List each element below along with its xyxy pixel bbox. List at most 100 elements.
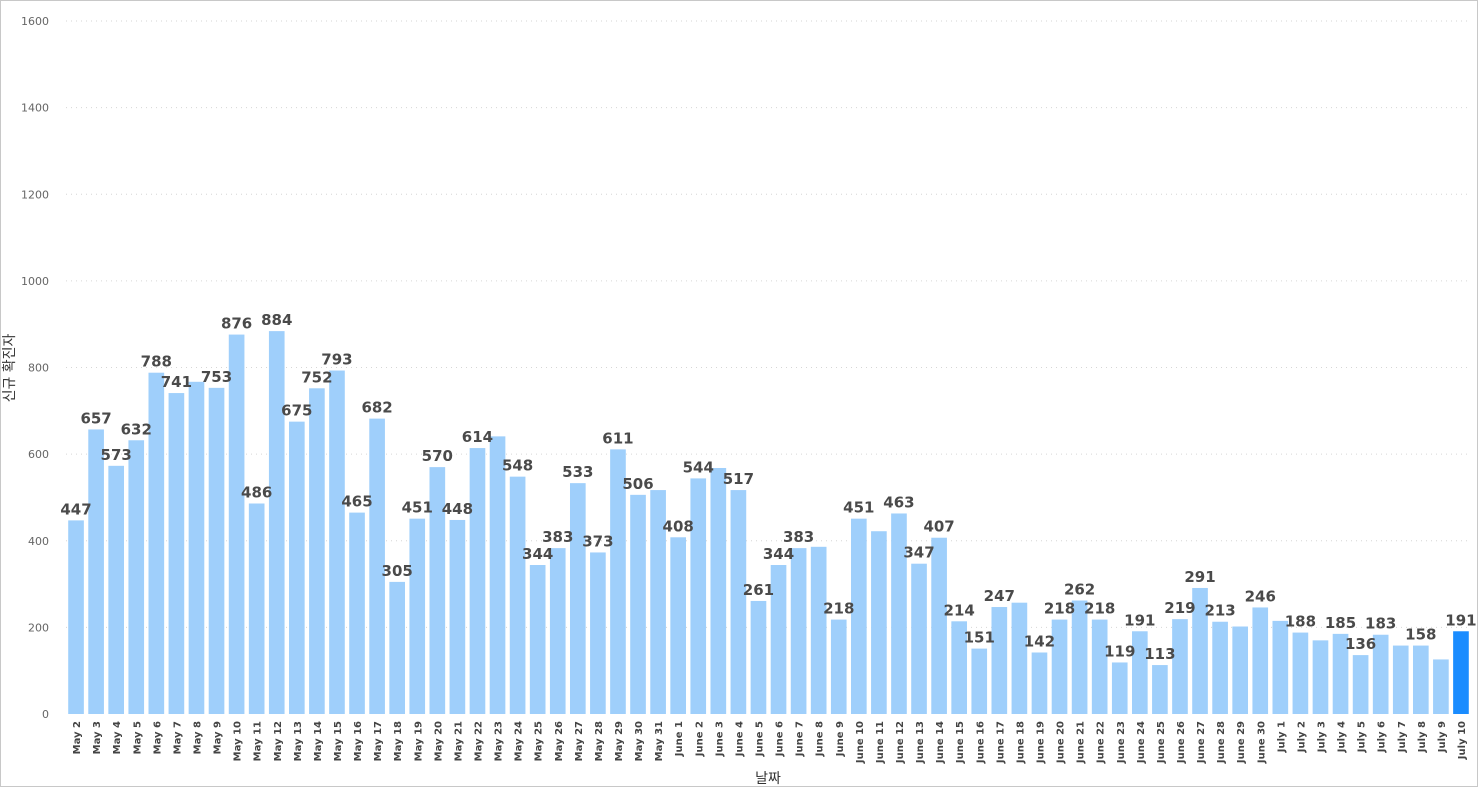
bar[interactable] bbox=[188, 381, 205, 714]
x-tick-label: July 1 bbox=[1276, 721, 1287, 753]
bar[interactable] bbox=[1091, 619, 1108, 714]
x-tick-label: May 28 bbox=[594, 721, 605, 761]
data-label: 548 bbox=[502, 457, 533, 475]
bar[interactable] bbox=[790, 548, 807, 714]
bar[interactable] bbox=[389, 581, 406, 714]
x-tick-label: July 3 bbox=[1316, 721, 1327, 753]
bar[interactable] bbox=[610, 449, 626, 714]
data-label: 119 bbox=[1104, 642, 1135, 660]
bar[interactable] bbox=[1212, 621, 1228, 714]
data-label: 533 bbox=[562, 463, 593, 481]
x-axis-title: 날짜 bbox=[755, 771, 781, 786]
bar[interactable] bbox=[268, 331, 285, 714]
bar[interactable] bbox=[710, 467, 727, 714]
bar[interactable] bbox=[991, 607, 1008, 714]
bar[interactable] bbox=[770, 565, 787, 714]
x-tick-label: May 6 bbox=[152, 721, 163, 754]
bar[interactable] bbox=[830, 619, 847, 714]
bar[interactable] bbox=[168, 393, 185, 714]
bar[interactable] bbox=[690, 478, 707, 714]
bar[interactable] bbox=[1232, 626, 1249, 714]
x-tick-label: June 4 bbox=[734, 721, 745, 757]
bar[interactable] bbox=[1051, 619, 1068, 714]
bar[interactable] bbox=[1433, 659, 1449, 714]
bar[interactable] bbox=[1172, 619, 1188, 714]
bar[interactable] bbox=[911, 563, 927, 714]
x-tick-label: June 25 bbox=[1156, 721, 1167, 764]
data-label: 218 bbox=[1044, 600, 1075, 618]
data-label: 876 bbox=[221, 315, 252, 333]
bar[interactable] bbox=[891, 513, 907, 714]
x-tick-label: June 2 bbox=[694, 721, 705, 757]
x-tick-label: May 9 bbox=[213, 721, 224, 754]
bar[interactable] bbox=[88, 429, 104, 714]
bar[interactable] bbox=[1131, 631, 1148, 714]
y-tick-label: 1400 bbox=[21, 102, 49, 115]
bar[interactable] bbox=[148, 372, 165, 714]
x-tick-label: May 19 bbox=[413, 721, 424, 761]
bar[interactable] bbox=[1011, 602, 1028, 714]
bar[interactable] bbox=[429, 467, 446, 714]
bar[interactable] bbox=[951, 621, 968, 714]
bar[interactable] bbox=[1272, 620, 1289, 714]
bar[interactable] bbox=[931, 537, 947, 714]
bar[interactable] bbox=[810, 546, 827, 714]
data-label: 573 bbox=[101, 446, 132, 464]
bar[interactable] bbox=[590, 552, 606, 714]
bar[interactable] bbox=[108, 465, 125, 714]
bar[interactable] bbox=[509, 476, 526, 714]
bar[interactable] bbox=[309, 388, 325, 714]
x-tick-label: May 23 bbox=[494, 721, 505, 761]
bar[interactable] bbox=[569, 483, 586, 714]
data-label: 682 bbox=[361, 399, 392, 417]
bar[interactable] bbox=[1392, 645, 1409, 714]
bar[interactable] bbox=[1152, 665, 1168, 714]
data-label: 517 bbox=[723, 470, 754, 488]
bar[interactable] bbox=[1031, 652, 1048, 714]
bar[interactable] bbox=[248, 503, 265, 714]
bar[interactable] bbox=[208, 387, 225, 714]
bar[interactable] bbox=[68, 520, 84, 714]
bar[interactable] bbox=[971, 648, 988, 714]
bar[interactable] bbox=[1252, 607, 1269, 714]
bar[interactable] bbox=[329, 370, 345, 714]
bar[interactable] bbox=[1412, 645, 1429, 714]
bar[interactable] bbox=[650, 490, 666, 714]
x-tick-label: May 20 bbox=[433, 721, 444, 761]
bar[interactable] bbox=[489, 436, 506, 714]
bar[interactable] bbox=[469, 448, 486, 714]
x-tick-label: June 27 bbox=[1196, 721, 1207, 764]
x-tick-label: June 3 bbox=[714, 721, 725, 757]
data-label: 632 bbox=[121, 420, 152, 438]
x-tick-label: May 11 bbox=[253, 721, 264, 761]
bar[interactable] bbox=[1312, 640, 1329, 714]
bar[interactable] bbox=[449, 519, 466, 714]
bar[interactable] bbox=[1372, 634, 1389, 714]
bar[interactable] bbox=[529, 565, 546, 714]
x-tick-label: July 4 bbox=[1337, 721, 1348, 753]
bar[interactable] bbox=[228, 334, 245, 714]
bar[interactable] bbox=[630, 494, 646, 714]
bar[interactable] bbox=[1111, 662, 1128, 714]
bar[interactable] bbox=[1192, 587, 1208, 714]
bar[interactable] bbox=[549, 548, 566, 714]
bar[interactable] bbox=[730, 490, 747, 714]
bar[interactable] bbox=[349, 512, 365, 714]
bar[interactable] bbox=[670, 537, 687, 714]
bar[interactable] bbox=[1071, 600, 1088, 714]
bar[interactable] bbox=[288, 421, 305, 714]
bar[interactable] bbox=[1332, 633, 1349, 714]
x-tick-label: May 29 bbox=[614, 721, 625, 761]
bar[interactable] bbox=[850, 518, 867, 714]
bar[interactable] bbox=[128, 440, 145, 714]
bar[interactable] bbox=[871, 531, 887, 714]
x-tick-label: May 4 bbox=[112, 721, 123, 754]
bar[interactable] bbox=[1453, 631, 1469, 714]
bar[interactable] bbox=[369, 418, 385, 714]
bar[interactable] bbox=[750, 600, 767, 714]
y-tick-label: 800 bbox=[28, 362, 49, 375]
bar[interactable] bbox=[1292, 632, 1309, 714]
bar[interactable] bbox=[409, 518, 426, 714]
data-label: 614 bbox=[462, 428, 493, 446]
bar[interactable] bbox=[1352, 655, 1369, 714]
